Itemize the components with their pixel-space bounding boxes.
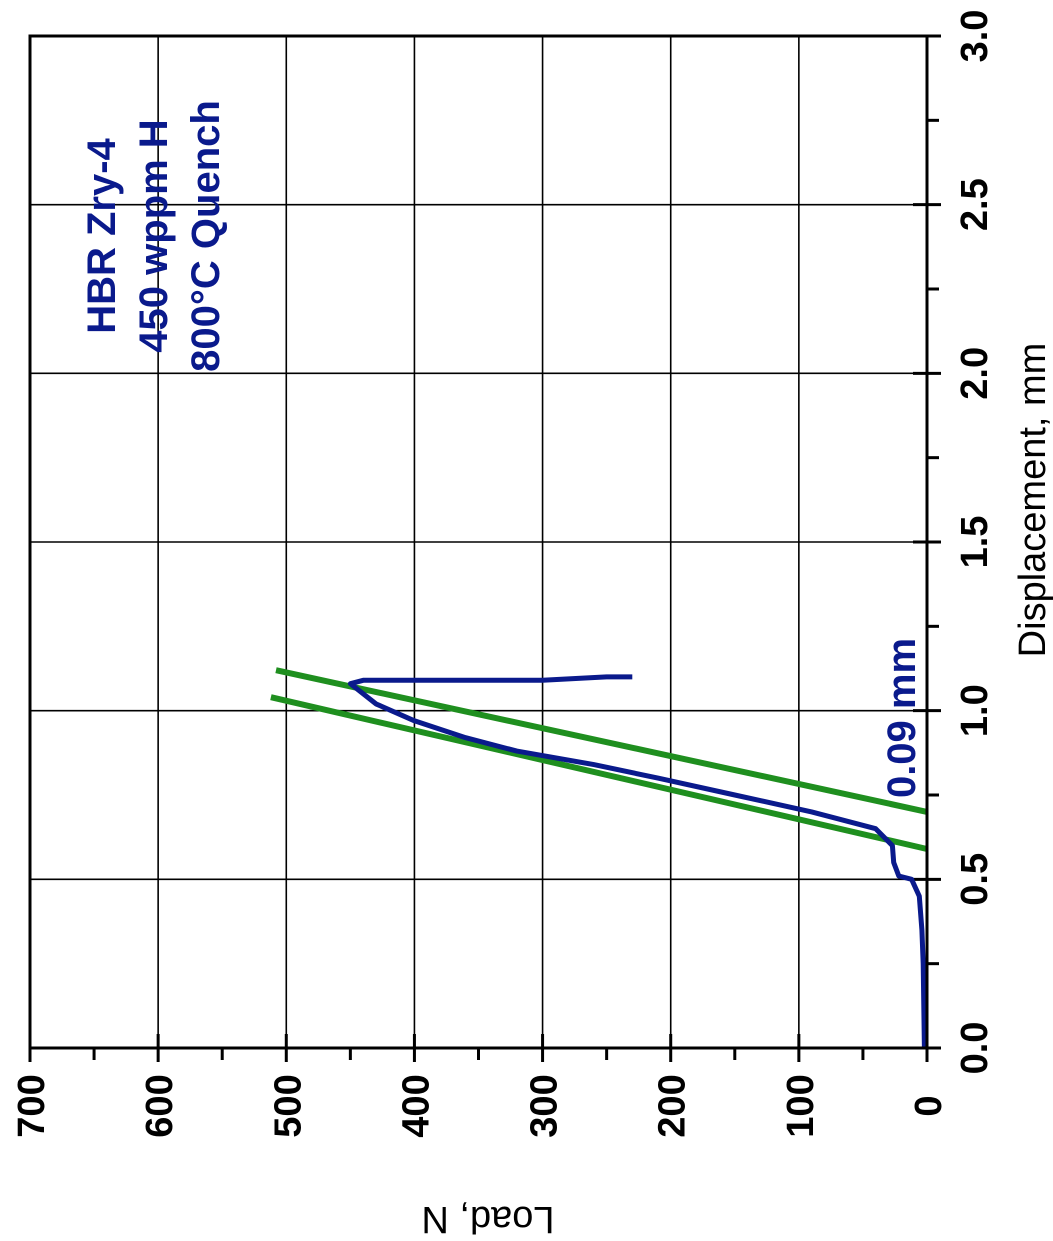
sample-annotation: HBR Zry-4 450 wppm H 800°C Quench xyxy=(80,100,228,372)
y-tick-label-1: 100 xyxy=(780,1074,822,1137)
y-axis-title: Load, N xyxy=(421,1198,554,1240)
annotation-line-3: 800°C Quench xyxy=(184,100,228,372)
annotation-line-2: 450 wppm H xyxy=(132,119,176,352)
y-tick-label-6: 600 xyxy=(139,1074,181,1137)
load-curve-group xyxy=(347,674,927,1049)
y-tick-label-7: 700 xyxy=(11,1074,53,1137)
y-tick-labels: 0 100 200 300 400 500 600 700 xyxy=(11,1074,950,1137)
x-tick-label-1: 0.5 xyxy=(954,853,996,906)
grid-lines xyxy=(29,35,928,1049)
y-tick-label-2: 200 xyxy=(652,1074,694,1137)
offset-line-0 xyxy=(270,694,928,852)
offset-line-1 xyxy=(275,667,928,815)
y-tick-label-3: 300 xyxy=(524,1074,566,1137)
offset-label: 0.09 mm xyxy=(880,638,924,798)
y-tick-label-4: 400 xyxy=(395,1074,437,1137)
x-tick-label-0: 0.0 xyxy=(954,1022,996,1075)
x-tick-label-5: 2.5 xyxy=(954,178,996,231)
load-curve xyxy=(347,674,927,1049)
x-tick-label-4: 2.0 xyxy=(954,347,996,400)
plot-frame xyxy=(28,34,929,1050)
offset-lines xyxy=(270,667,928,852)
x-tick-label-6: 3.0 xyxy=(954,10,996,63)
x-axis-title: Displacement, mm xyxy=(1012,343,1053,658)
x-tick-label-2: 1.0 xyxy=(954,684,996,737)
x-tick-label-3: 1.5 xyxy=(954,516,996,569)
annotation-line-1: HBR Zry-4 xyxy=(80,137,124,333)
y-tick-label-5: 500 xyxy=(267,1074,309,1137)
x-tick-labels: 0.0 0.5 1.0 1.5 2.0 2.5 3.0 xyxy=(954,10,996,1075)
y-tick-label-0: 0 xyxy=(908,1095,950,1116)
